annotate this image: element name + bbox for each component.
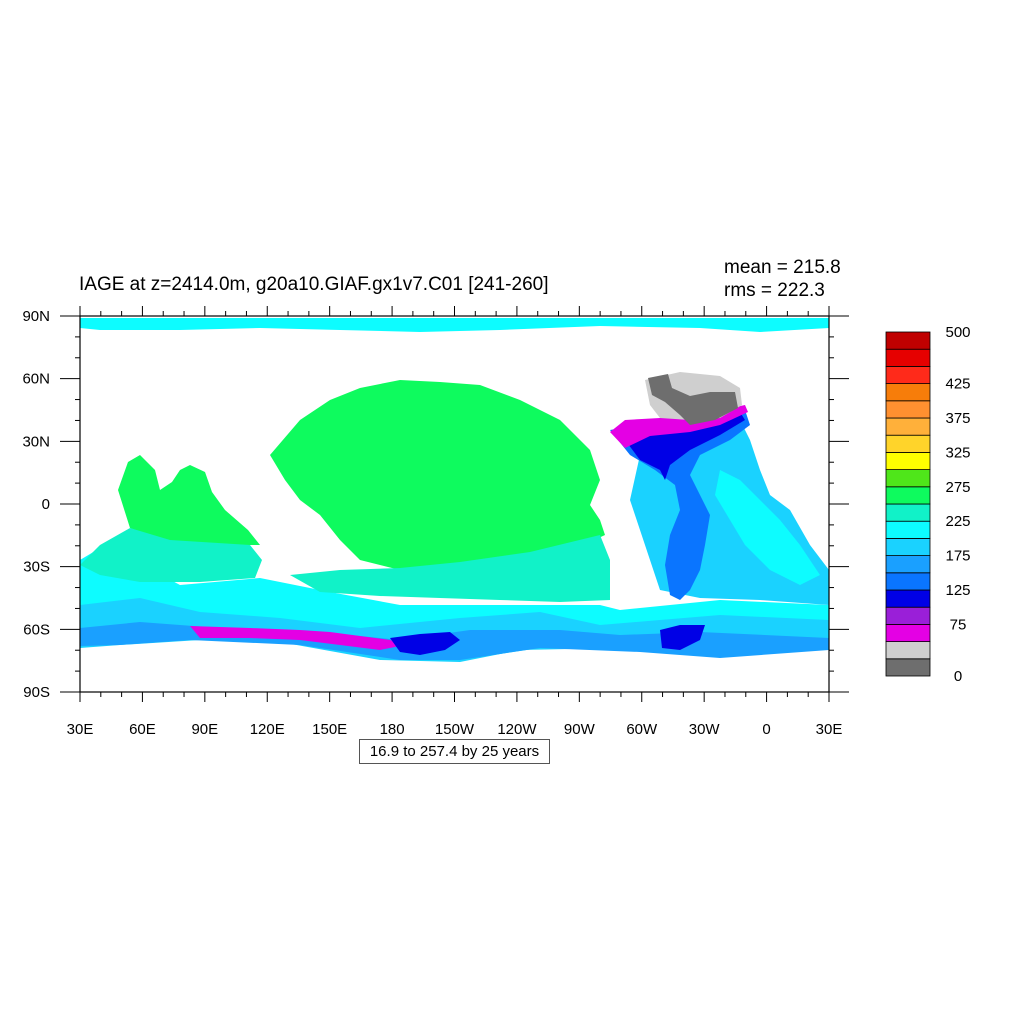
colorbar-label: 225 (945, 513, 970, 530)
weddell-sea-young (660, 625, 705, 650)
contour-info-box: 16.9 to 257.4 by 25 years (359, 739, 550, 764)
lon-label: 180 (380, 721, 405, 738)
colorbar-swatch (885, 606, 931, 625)
colorbar-label: 375 (945, 410, 970, 427)
colorbar-label: 0 (954, 668, 962, 685)
colorbar-label: 125 (945, 582, 970, 599)
lon-label: 150E (312, 721, 347, 738)
colorbar (885, 331, 931, 677)
colorbar-swatch (885, 331, 931, 350)
colorbar-labels: 0 75 125 175 225 275 325 375 425 500 (945, 324, 970, 685)
colorbar-swatch (885, 417, 931, 436)
nordic-seas-dark (648, 374, 738, 425)
indian-ocean-south (80, 528, 262, 582)
colorbar-swatch (885, 451, 931, 470)
antarctic-margin-young (190, 626, 405, 650)
lat-label: 90N (22, 308, 50, 325)
lat-label: 60N (22, 371, 50, 388)
arctic-strip (80, 318, 829, 332)
antarctic-margin-deep (390, 632, 460, 655)
longitude-labels: 30E 60E 90E 120E 150E 180 150W 120W 90W 60W 30W 0 30… (67, 721, 843, 738)
atlantic-core-band (715, 470, 820, 585)
colorbar-swatch (885, 624, 931, 643)
plot-title: IAGE at z=2414.0m, g20a10.GIAF.gx1v7.C01… (79, 274, 549, 295)
colorbar-swatch (885, 658, 931, 677)
colorbar-label: 275 (945, 479, 970, 496)
colorbar-label: 325 (945, 444, 970, 461)
axis-ticks (60, 306, 849, 702)
lat-label: 30N (22, 433, 50, 450)
colorbar-label: 425 (945, 376, 970, 393)
lon-label: 90W (564, 721, 596, 738)
south-pacific-band (290, 535, 610, 602)
colorbar-label: 500 (945, 324, 970, 341)
colorbar-swatch (885, 572, 931, 591)
pacific-ocean-region (270, 380, 605, 570)
atlantic-dwbc-core (625, 412, 745, 480)
colorbar-swatch (885, 400, 931, 419)
lon-label: 90E (191, 721, 218, 738)
lat-label: 30S (23, 559, 50, 576)
lon-label: 30E (67, 721, 94, 738)
lat-label: 90S (23, 684, 50, 701)
colorbar-swatch (885, 348, 931, 367)
lon-label: 30E (816, 721, 843, 738)
colorbar-swatch (885, 503, 931, 522)
colorbar-swatch (885, 469, 931, 488)
lon-label: 60W (626, 721, 658, 738)
indian-ocean-region (118, 455, 260, 545)
latitude-labels: 90N 60N 30N 0 30S 60S 90S (22, 308, 50, 701)
lat-label: 0 (42, 496, 50, 513)
mean-stat: mean = 215.8 (724, 257, 841, 278)
lon-label: 30W (689, 721, 721, 738)
lon-label: 0 (762, 721, 770, 738)
lon-label: 120W (497, 721, 537, 738)
rms-stat: rms = 222.3 (724, 280, 825, 301)
colorbar-swatch (885, 538, 931, 557)
colorbar-swatch (885, 555, 931, 574)
colorbar-swatch (885, 520, 931, 539)
lon-label: 60E (129, 721, 156, 738)
colorbar-label: 175 (945, 548, 970, 565)
colorbar-swatch (885, 589, 931, 608)
colorbar-label: 75 (950, 616, 967, 633)
colorbar-swatch (885, 365, 931, 384)
colorbar-swatch (885, 641, 931, 660)
lon-label: 120E (250, 721, 285, 738)
map-plot (80, 316, 829, 692)
lat-label: 60S (23, 621, 50, 638)
colorbar-swatch (885, 434, 931, 453)
colorbar-swatch (885, 486, 931, 505)
colorbar-swatch (885, 383, 931, 402)
lon-label: 150W (435, 721, 475, 738)
